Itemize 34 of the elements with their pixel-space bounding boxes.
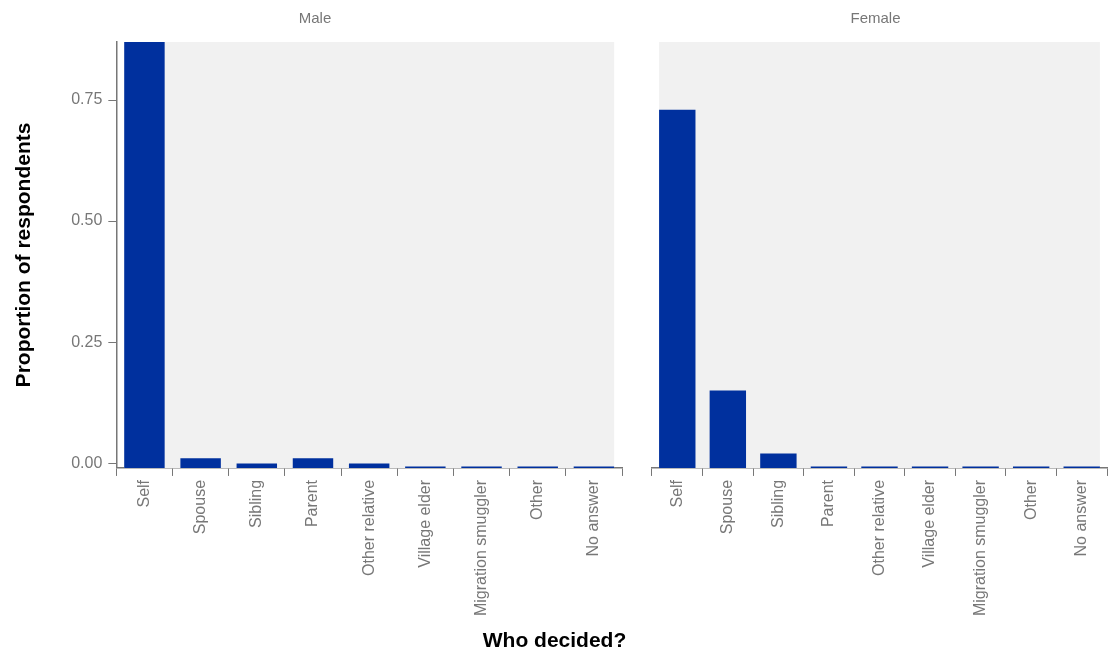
x-tick-label: Other (1021, 479, 1039, 520)
x-tick-label: Village elder (415, 479, 433, 568)
bar (292, 458, 334, 468)
bar (760, 453, 797, 468)
x-tick-label: Spouse (718, 479, 736, 535)
bar (709, 390, 747, 468)
x-tick-label: Self (667, 479, 685, 508)
x-tick-label: Sibling (247, 479, 265, 528)
x-axis-title: Who decided? (481, 628, 628, 652)
bar (236, 463, 278, 468)
x-tick-label: Self (134, 479, 152, 508)
x-tick-label: Other relative (359, 479, 377, 576)
bar (348, 463, 390, 468)
x-tick-label: Other relative (869, 479, 887, 576)
x-tick-label: Migration smuggler (471, 479, 489, 617)
bar (659, 109, 696, 468)
y-tick-label: 0.50 (71, 211, 103, 229)
x-tick-label: Village elder (920, 479, 938, 568)
x-tick-label: Parent (819, 479, 837, 528)
y-tick-label: 0.25 (71, 332, 103, 350)
y-axis-title: Proportion of respondents (11, 122, 35, 388)
y-tick-label: 0.75 (71, 90, 103, 108)
chart-title: Male (298, 9, 332, 27)
x-tick-label: Spouse (191, 479, 209, 535)
chart-title: Female (850, 9, 901, 27)
bar (180, 458, 221, 468)
x-tick-label: Sibling (768, 479, 786, 528)
x-tick-label: Parent (303, 479, 321, 528)
x-tick-label: No answer (584, 479, 602, 557)
bar (124, 42, 165, 468)
x-tick-label: No answer (1072, 479, 1090, 557)
y-tick-label: 0.00 (71, 453, 103, 471)
x-tick-label: Migration smuggler (971, 479, 989, 617)
x-tick-label: Other (528, 479, 546, 520)
